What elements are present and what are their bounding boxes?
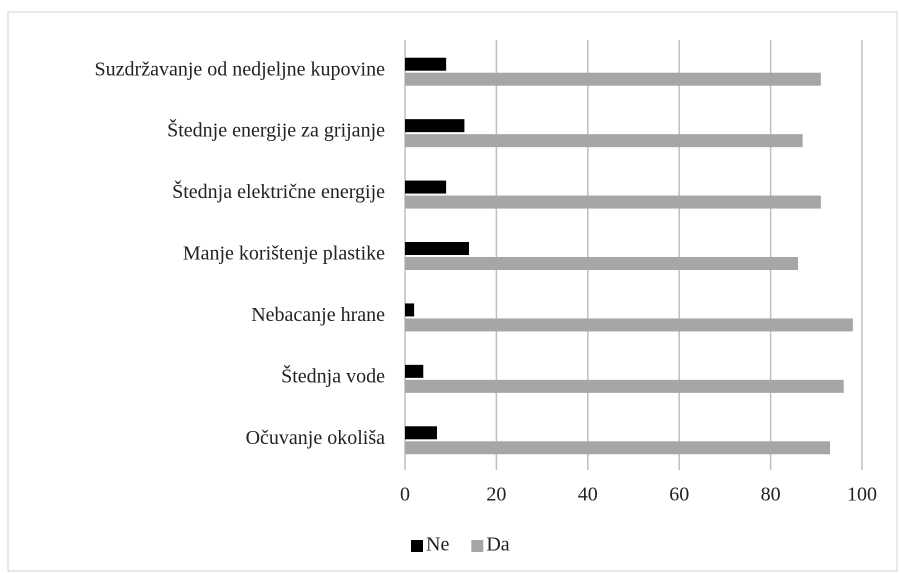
legend-label: Ne xyxy=(426,534,449,556)
x-tick-label: 60 xyxy=(669,484,689,506)
bar xyxy=(405,180,447,194)
y-tick-label: Očuvanje okoliša xyxy=(246,427,386,449)
bar xyxy=(405,134,803,148)
y-tick-label: Štednje energije za grijanje xyxy=(167,118,385,142)
bar xyxy=(405,242,469,255)
x-tick-label: 100 xyxy=(847,484,877,506)
bar xyxy=(405,318,853,332)
y-tick-label: Štednja električne energije xyxy=(172,179,385,203)
bar xyxy=(405,257,799,270)
bar xyxy=(405,57,447,71)
bar xyxy=(405,379,844,393)
x-tick-label: 80 xyxy=(761,484,781,506)
legend-swatch xyxy=(471,540,484,552)
y-tick-label: Manje korištenje plastike xyxy=(183,243,385,265)
bar xyxy=(405,426,437,440)
x-tick-label: 40 xyxy=(578,484,598,506)
y-tick-label: Suzdržavanje od nedjeljne kupovine xyxy=(95,58,386,80)
bar xyxy=(405,195,821,209)
bar xyxy=(405,364,424,378)
x-tick-label: 20 xyxy=(486,484,506,506)
chart-frame xyxy=(7,11,898,572)
bar xyxy=(405,72,821,86)
x-tick-label: 0 xyxy=(400,484,410,506)
bar xyxy=(405,303,415,317)
bar xyxy=(405,441,831,455)
y-tick-label: Štednja vode xyxy=(281,363,385,387)
y-tick-label: Nebacanje hrane xyxy=(251,304,385,326)
legend-label: Da xyxy=(486,534,509,556)
bar xyxy=(405,119,465,133)
legend-swatch xyxy=(411,540,423,552)
